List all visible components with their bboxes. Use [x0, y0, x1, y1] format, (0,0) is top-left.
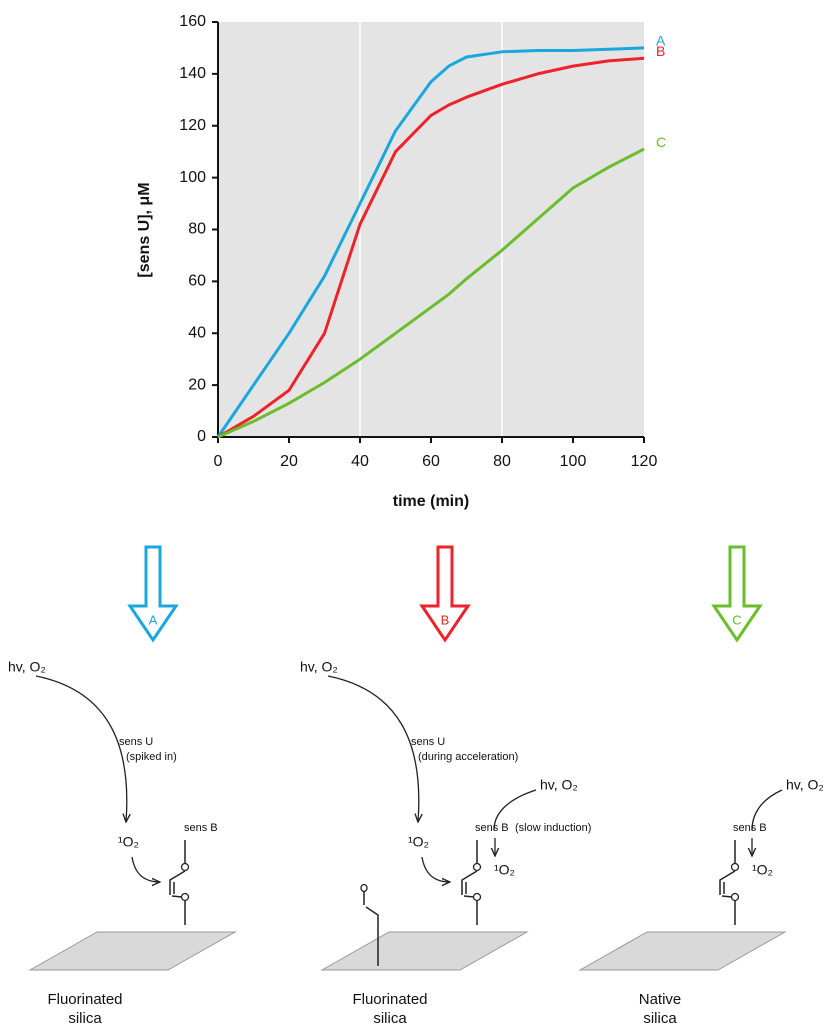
series-label: C	[656, 134, 666, 150]
bound-label: sens B	[475, 822, 509, 834]
x-tick-label: 20	[280, 453, 298, 470]
atom	[180, 892, 190, 902]
light-label: hv, O₂	[786, 777, 824, 793]
surface	[320, 931, 529, 971]
reaction-arrow	[131, 856, 160, 882]
series-arrow	[711, 545, 763, 643]
y-tick-label: 100	[179, 169, 206, 186]
surface-label: silica	[643, 1010, 677, 1027]
x-tick-label: 60	[422, 453, 440, 470]
reaction-arrow	[751, 789, 783, 831]
sensitizer-label: sens U	[411, 736, 445, 748]
y-tick-label: 40	[188, 324, 206, 341]
reaction-arrow	[35, 675, 127, 822]
light-label: hv, O₂	[540, 777, 578, 793]
bound-label: sens B	[184, 822, 218, 834]
series-arrow	[127, 545, 179, 643]
reaction-arrow	[493, 789, 537, 831]
note: (slow induction)	[515, 822, 591, 834]
surface-label: Fluorinated	[352, 991, 427, 1008]
surface-label: Fluorinated	[47, 991, 122, 1008]
atom	[730, 862, 740, 872]
series-label: B	[656, 43, 665, 59]
note: (during acceleration)	[418, 751, 518, 763]
x-tick-label: 80	[493, 453, 511, 470]
y-tick-label: 140	[179, 65, 206, 82]
surface-label: Native	[639, 991, 682, 1008]
x-tick-label: 100	[560, 453, 587, 470]
series-arrow	[419, 545, 471, 643]
series-label: A	[656, 33, 666, 49]
x-tick-label: 0	[214, 453, 223, 470]
surface-label: silica	[373, 1010, 407, 1027]
chart: 0 20 40 60 80 100 120 140 160 0 20 40 60 80 100 120 time…	[136, 13, 666, 510]
panel-c: hv, O₂ sens B ¹O₂ Native silica	[578, 777, 824, 1027]
series-line	[217, 147, 645, 439]
x-tick-label: 120	[631, 453, 658, 470]
y-tick-label: 60	[188, 273, 206, 290]
y-tick-label: 160	[179, 13, 206, 30]
panel-b: hv, O₂ sens U (during acceleration) hv, …	[300, 659, 591, 1027]
note: (spiked in)	[126, 751, 177, 763]
y-axis-title: [sens U], μM	[136, 182, 153, 277]
oxygen-label: ¹O₂	[752, 862, 773, 878]
surface	[28, 931, 237, 971]
atom	[180, 862, 190, 872]
plot-background	[218, 22, 644, 437]
arrow-label: A	[149, 612, 158, 627]
x-axis-title: time (min)	[393, 493, 469, 510]
bound-label: sens B	[733, 822, 767, 834]
atom	[730, 892, 740, 902]
y-tick-label: 80	[188, 221, 206, 238]
arrow-label: C	[732, 612, 741, 627]
molecule	[363, 892, 379, 966]
molecule	[169, 840, 186, 925]
oxygen-label: ¹O₂	[494, 862, 515, 878]
series-line	[217, 56, 645, 439]
molecule	[461, 840, 478, 925]
oxygen-label: ¹O₂	[408, 834, 429, 850]
y-tick-label: 120	[179, 117, 206, 134]
sensitizer-label: sens U	[119, 736, 153, 748]
atom	[360, 883, 368, 893]
surface	[578, 931, 787, 971]
atom	[472, 892, 482, 902]
y-tick-label: 0	[197, 428, 206, 445]
panel-a: hv, O₂ sens U (spiked in) ¹O₂ sens B Flu…	[8, 659, 237, 1027]
surface-label: silica	[68, 1010, 102, 1027]
light-label: hv, O₂	[8, 659, 46, 675]
arrow-label: B	[441, 612, 450, 627]
reaction-arrow	[327, 675, 419, 822]
molecule	[719, 840, 736, 925]
light-label: hv, O₂	[300, 659, 338, 675]
x-tick-label: 40	[351, 453, 369, 470]
atom	[472, 862, 482, 872]
reaction-arrow	[421, 856, 450, 882]
oxygen-label: ¹O₂	[118, 834, 139, 850]
series-line	[216, 46, 645, 438]
y-tick-label: 20	[188, 376, 206, 393]
